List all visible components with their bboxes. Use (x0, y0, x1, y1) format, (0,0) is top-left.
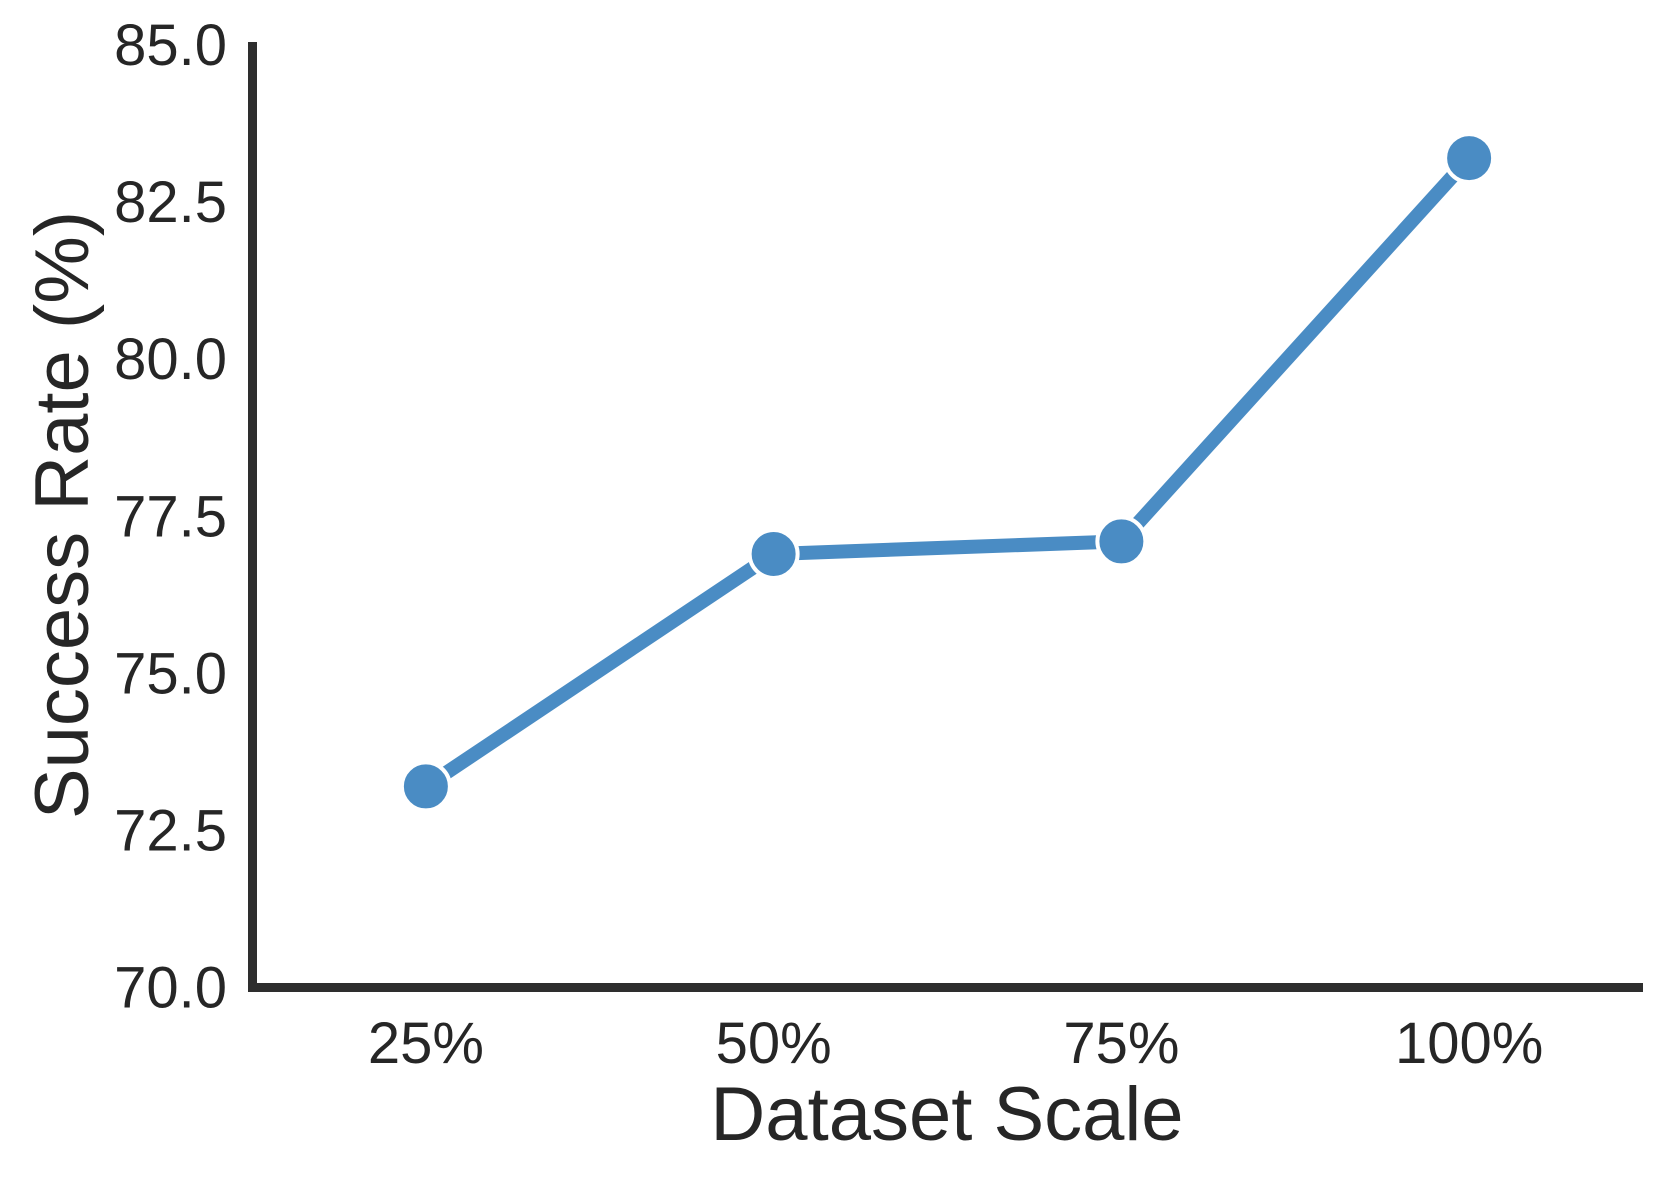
y-tick-label: 85.0 (114, 13, 227, 78)
y-axis-label: Success Rate (%) (20, 211, 105, 819)
x-tick-label: 100% (1395, 1011, 1543, 1076)
y-tick-labels: 70.0 72.5 75.0 77.5 80.0 82.5 85.0 (114, 13, 227, 1021)
x-tick-labels: 25% 50% 75% 100% (368, 1011, 1543, 1076)
data-point-marker (399, 760, 452, 813)
data-point-marker (1443, 132, 1496, 185)
y-tick-label: 80.0 (114, 327, 227, 392)
series-line (421, 153, 1475, 793)
y-tick-label: 82.5 (114, 170, 227, 235)
data-series (399, 132, 1496, 813)
y-tick-label: 77.5 (114, 484, 227, 549)
data-point-marker (747, 527, 800, 580)
x-tick-label: 75% (1063, 1011, 1179, 1076)
y-tick-label: 70.0 (114, 956, 227, 1021)
x-tick-label: 25% (368, 1011, 484, 1076)
x-tick-label: 50% (716, 1011, 832, 1076)
y-tick-label: 72.5 (114, 798, 227, 863)
y-tick-label: 75.0 (114, 641, 227, 706)
data-point-marker (1095, 515, 1148, 568)
x-axis-label: Dataset Scale (710, 1072, 1183, 1157)
